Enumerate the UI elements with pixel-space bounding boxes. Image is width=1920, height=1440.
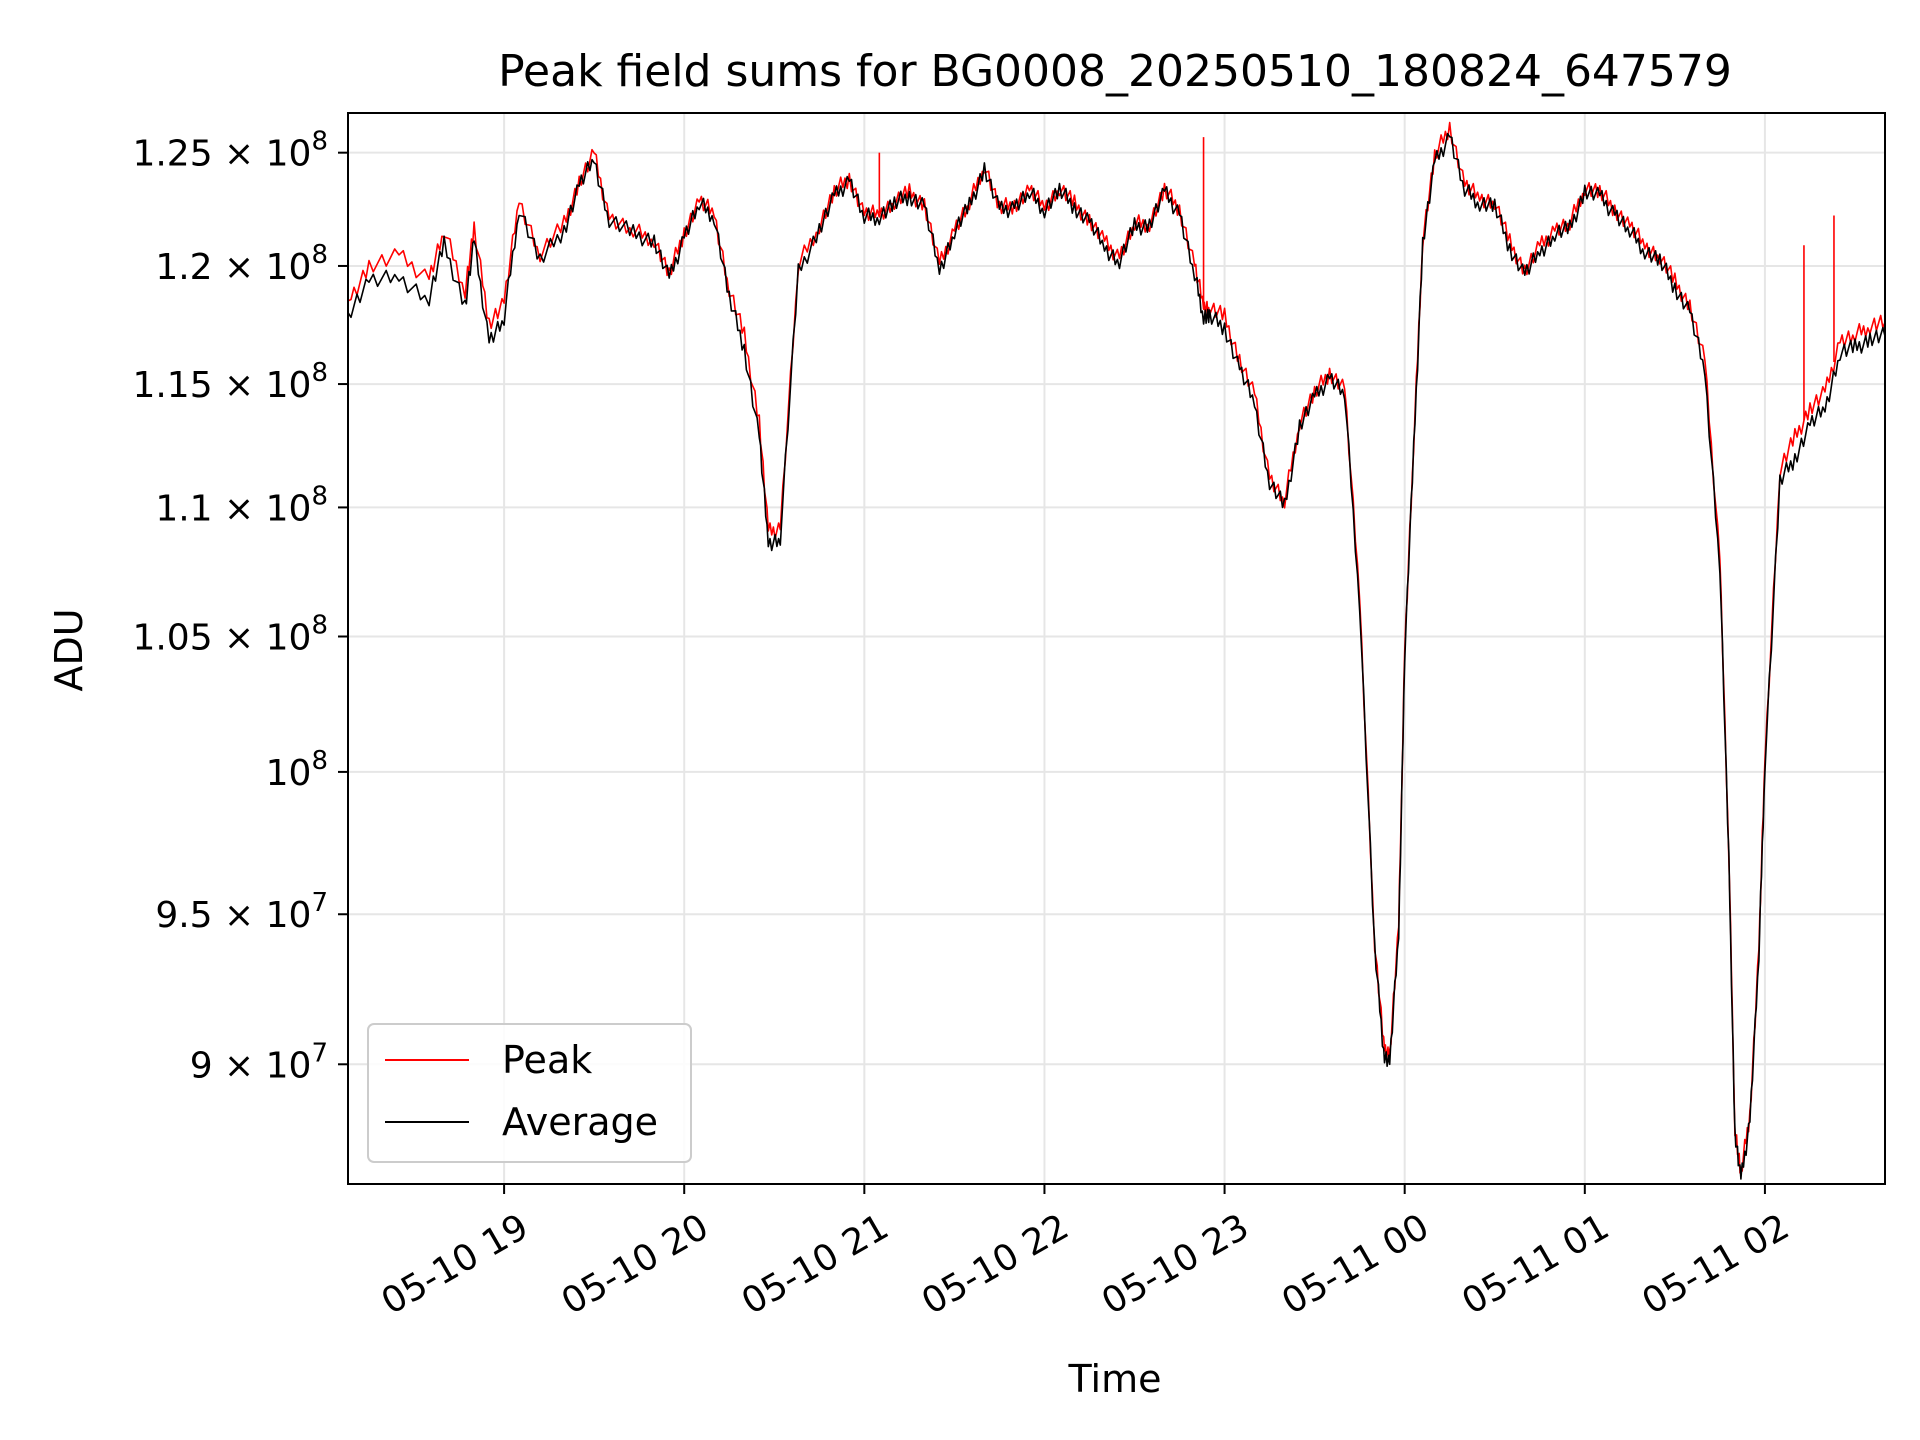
y-tick-label: 9.5 × 107 [155,888,328,936]
y-tick-label: 1.25 × 108 [132,127,328,175]
plot-frame [347,112,1886,1185]
y-axis: 9 × 107 9.5 × 107 108 1.05 × 108 1.1 × 108 1.… [132,127,348,1086]
legend-box [367,1023,692,1163]
y-axis-label: ADU [47,608,91,691]
y-tick-label: 1.2 × 108 [155,240,328,288]
series-layer [348,121,1885,1180]
series-line-average [348,132,1885,1180]
x-axis-label: Time [1068,1357,1162,1401]
chart-title: Peak field sums for BG0008_20250510_1808… [498,46,1732,97]
legend-label-average: Average [502,1100,658,1144]
y-tick-label: 108 [266,746,328,794]
legend-label-peak: Peak [502,1038,592,1082]
y-tick-label: 9 × 107 [190,1038,328,1086]
y-tick-label: 1.15 × 108 [132,358,328,406]
y-tick-label: 1.1 × 108 [155,481,328,529]
y-tick-label: 1.05 × 108 [132,611,328,659]
legend: Peak Average [367,1023,692,1163]
